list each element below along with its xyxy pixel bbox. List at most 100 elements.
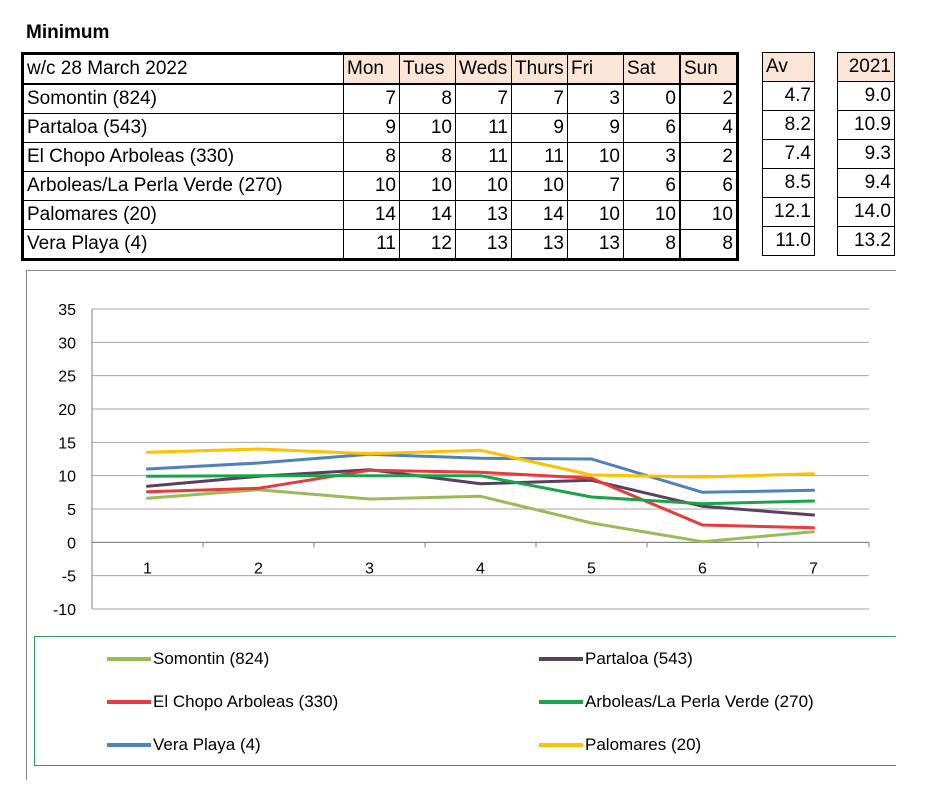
table-header-row: w/c 28 March 2022 Mon Tues Weds Thurs Fr… <box>22 53 738 85</box>
minimum-temperature-table: w/c 28 March 2022 Mon Tues Weds Thurs Fr… <box>21 52 739 261</box>
previous-year-cell: 13.2 <box>837 226 895 256</box>
cell-weds: 11 <box>455 113 512 143</box>
series-line <box>146 468 815 530</box>
cell-weds: 13 <box>455 229 512 260</box>
legend-label: Vera Playa (4) <box>153 735 261 754</box>
x-tick-label: 6 <box>698 560 707 577</box>
station-name: Arboleas/La Perla Verde (270) <box>22 171 344 201</box>
previous-year-header: 2021 <box>837 52 895 82</box>
cell-tues: 10 <box>399 113 456 143</box>
series-line <box>146 474 815 506</box>
table-row: Palomares (20) 14 14 13 14 10 10 10 <box>22 200 738 230</box>
cell-tues: 14 <box>399 200 456 230</box>
cell-mon: 11 <box>343 229 400 260</box>
y-tick-label: -5 <box>62 569 76 586</box>
y-tick-label: 30 <box>58 335 76 352</box>
header-fri: Fri <box>567 53 624 85</box>
cell-mon: 8 <box>343 142 400 172</box>
cell-sat: 6 <box>623 171 681 201</box>
cell-weds: 7 <box>455 83 512 114</box>
legend-label: Partaloa (543) <box>585 649 693 668</box>
station-name: Palomares (20) <box>22 200 344 230</box>
cell-weds: 13 <box>455 200 512 230</box>
cell-sun: 10 <box>679 200 738 230</box>
cell-thurs: 7 <box>511 83 568 114</box>
y-tick-label: -10 <box>53 602 76 619</box>
station-name: Partaloa (543) <box>22 113 344 143</box>
station-name: Vera Playa (4) <box>22 229 344 260</box>
y-tick-label: 20 <box>58 402 76 419</box>
cell-sat: 10 <box>623 200 681 230</box>
y-tick-label: 0 <box>67 535 76 552</box>
legend-swatch <box>539 743 583 747</box>
y-tick-label: 10 <box>58 469 76 486</box>
average-table: Av 4.7 8.2 7.4 8.5 12.1 11.0 <box>762 52 815 256</box>
cell-fri: 3 <box>567 83 624 114</box>
previous-year-cell: 9.3 <box>837 139 895 169</box>
chart-area: -10 -5 0 5 10 15 20 25 30 35 1 2 3 4 5 6 7 <box>26 270 896 780</box>
cell-thurs: 9 <box>511 113 568 143</box>
cell-sun: 2 <box>679 142 738 172</box>
cell-sat: 8 <box>623 229 681 260</box>
legend-label: Somontin (824) <box>153 649 270 668</box>
cell-sat: 3 <box>623 142 681 172</box>
cell-fri: 10 <box>567 200 624 230</box>
header-tues: Tues <box>399 53 456 85</box>
cell-thurs: 10 <box>511 171 568 201</box>
header-mon: Mon <box>343 53 400 85</box>
series-line <box>146 447 815 479</box>
average-cell: 4.7 <box>762 81 815 111</box>
x-tick-label: 7 <box>809 560 818 577</box>
x-tick-label: 3 <box>365 560 374 577</box>
station-name: El Chopo Arboleas (330) <box>22 142 344 172</box>
previous-year-cell: 9.0 <box>837 81 895 111</box>
cell-mon: 9 <box>343 113 400 143</box>
series-line <box>146 452 815 494</box>
station-name: Somontin (824) <box>22 83 344 114</box>
sheet-title: Minimum <box>26 22 110 43</box>
header-thurs: Thurs <box>511 53 568 85</box>
average-cell: 12.1 <box>762 197 815 227</box>
x-tick-label: 5 <box>587 560 596 577</box>
y-tick-label: 35 <box>58 302 76 319</box>
previous-year-cell: 9.4 <box>837 168 895 198</box>
legend-label: Arboleas/La Perla Verde (270) <box>585 692 814 711</box>
cell-tues: 8 <box>399 83 456 114</box>
cell-thurs: 13 <box>511 229 568 260</box>
table-row: Vera Playa (4) 11 12 13 13 13 8 8 <box>22 229 738 260</box>
cell-thurs: 11 <box>511 142 568 172</box>
average-cell: 8.5 <box>762 168 815 198</box>
legend-swatch <box>107 743 151 747</box>
average-cell: 11.0 <box>762 226 815 256</box>
legend-label: El Chopo Arboleas (330) <box>153 692 339 711</box>
x-tick-label: 4 <box>476 560 485 577</box>
cell-weds: 11 <box>455 142 512 172</box>
cell-sun: 4 <box>679 113 738 143</box>
cell-fri: 9 <box>567 113 624 143</box>
header-sun: Sun <box>679 53 738 85</box>
cell-tues: 8 <box>399 142 456 172</box>
cell-weds: 10 <box>455 171 512 201</box>
x-tick-label: 2 <box>254 560 263 577</box>
previous-year-cell: 14.0 <box>837 197 895 227</box>
average-cell: 8.2 <box>762 110 815 140</box>
y-tick-label: 25 <box>58 369 76 386</box>
x-tick-label: 1 <box>143 560 152 577</box>
cell-tues: 12 <box>399 229 456 260</box>
cell-mon: 7 <box>343 83 400 114</box>
cell-fri: 10 <box>567 142 624 172</box>
legend-swatch <box>539 657 583 661</box>
cell-fri: 7 <box>567 171 624 201</box>
legend-swatch <box>107 657 151 661</box>
previous-year-table: 2021 9.0 10.9 9.3 9.4 14.0 13.2 <box>837 52 895 256</box>
chart-legend: Somontin (824) Partaloa (543) El Chopo Arb… <box>34 636 896 766</box>
cell-mon: 10 <box>343 171 400 201</box>
cell-sun: 2 <box>679 83 738 114</box>
table-row: Partaloa (543) 9 10 11 9 9 6 4 <box>22 113 738 143</box>
cell-sat: 0 <box>623 83 681 114</box>
average-header: Av <box>762 52 815 82</box>
average-cell: 7.4 <box>762 139 815 169</box>
cell-fri: 13 <box>567 229 624 260</box>
header-weds: Weds <box>455 53 512 85</box>
y-tick-label: 15 <box>58 435 76 452</box>
